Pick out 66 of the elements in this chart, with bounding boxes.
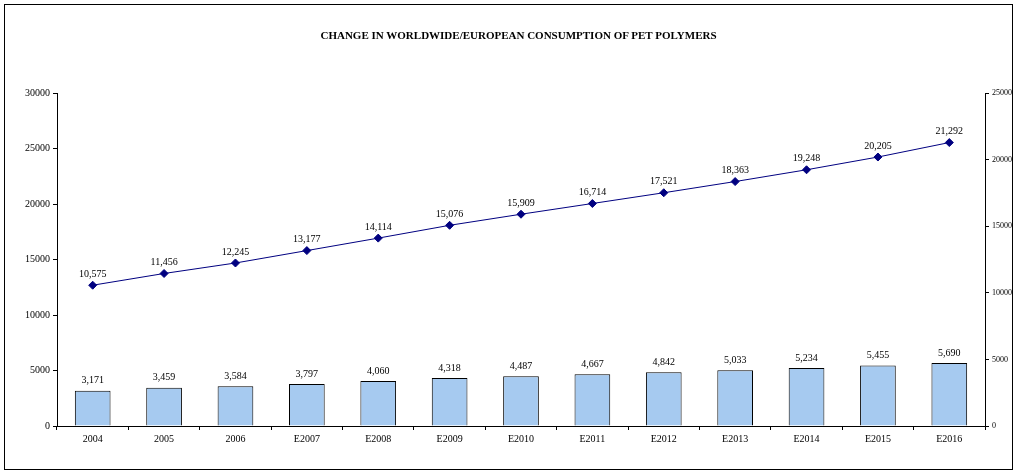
data-label: 21,292 — [935, 125, 964, 137]
x-tick-label: E2013 — [722, 432, 749, 444]
data-label: 5,690 — [938, 346, 961, 358]
data-label: 5,033 — [723, 353, 747, 365]
point — [302, 246, 312, 256]
data-label: 19,248 — [792, 152, 821, 164]
x-tick-label: 2004 — [82, 432, 103, 444]
data-label: 15,076 — [435, 207, 464, 219]
point — [159, 269, 169, 278]
y2-tick-label: 10000 — [992, 287, 1012, 297]
y-tick-label: 30000 — [25, 86, 50, 98]
x-tick-label: 2005 — [154, 432, 175, 444]
chart-title: CHANGE IN WORLDWIDE/EUROPEAN CONSUMPTION OF PET POLYMERS — [320, 29, 717, 42]
data-label: 3,459 — [152, 371, 176, 383]
x-tick-label: E2007 — [293, 432, 320, 444]
x-tick-label: E2016 — [936, 432, 963, 444]
data-label: 10,575 — [78, 267, 107, 279]
point — [88, 280, 98, 290]
data-label: 20,205 — [864, 139, 892, 151]
point — [944, 138, 954, 148]
data-label: 5,455 — [866, 349, 890, 361]
y2-tick-label: 0 — [992, 421, 996, 431]
y-tick-label: 25000 — [25, 142, 50, 154]
data-label: 5,234 — [795, 351, 818, 363]
x-tick-label: E2014 — [793, 432, 820, 444]
point — [730, 177, 740, 187]
point — [230, 258, 240, 268]
y-tick-label: 15000 — [25, 253, 50, 265]
data-label: 4,842 — [652, 355, 676, 367]
y-tick-label: 5000 — [30, 364, 50, 376]
point — [873, 152, 883, 162]
x-tick-label: E2009 — [436, 432, 463, 444]
x-tick-label: 2006 — [225, 432, 246, 444]
point — [373, 233, 383, 243]
data-label: 3,171 — [81, 374, 104, 386]
point — [802, 165, 812, 175]
y2-tick-label: 20000 — [992, 154, 1012, 164]
data-label: 17,521 — [650, 175, 678, 187]
point — [516, 209, 526, 219]
point — [587, 199, 597, 208]
data-label: 3,584 — [224, 369, 247, 381]
y-tick-label: 10000 — [25, 308, 50, 320]
point — [659, 188, 669, 198]
y2-tick-label: 15000 — [992, 221, 1012, 231]
y-tick-label: 20000 — [25, 197, 50, 209]
y2-tick-label: 5000 — [992, 354, 1008, 364]
x-tick-label: E2008 — [365, 432, 392, 444]
data-label: 4,318 — [438, 361, 461, 373]
y-tick-label: 0 — [45, 419, 50, 431]
x-tick-label: E2012 — [650, 432, 677, 444]
data-label: 4,060 — [366, 364, 390, 376]
x-tick-label: E2015 — [864, 432, 891, 444]
data-label: 16,714 — [578, 186, 607, 198]
data-label: 3,797 — [295, 367, 319, 379]
x-tick-label: E2011 — [579, 432, 606, 444]
data-label: 14,114 — [364, 220, 392, 232]
data-label: 13,177 — [293, 233, 321, 245]
x-tick-label: E2010 — [507, 432, 535, 444]
data-label: 11,456 — [150, 256, 178, 268]
y2-tick-label: 25000 — [992, 88, 1012, 98]
data-label: 15,909 — [507, 196, 535, 208]
data-label: 12,245 — [221, 245, 250, 257]
point — [445, 220, 455, 230]
data-label: 4,487 — [509, 359, 533, 371]
data-label: 18,363 — [721, 164, 749, 176]
data-label: 4,667 — [581, 357, 604, 369]
